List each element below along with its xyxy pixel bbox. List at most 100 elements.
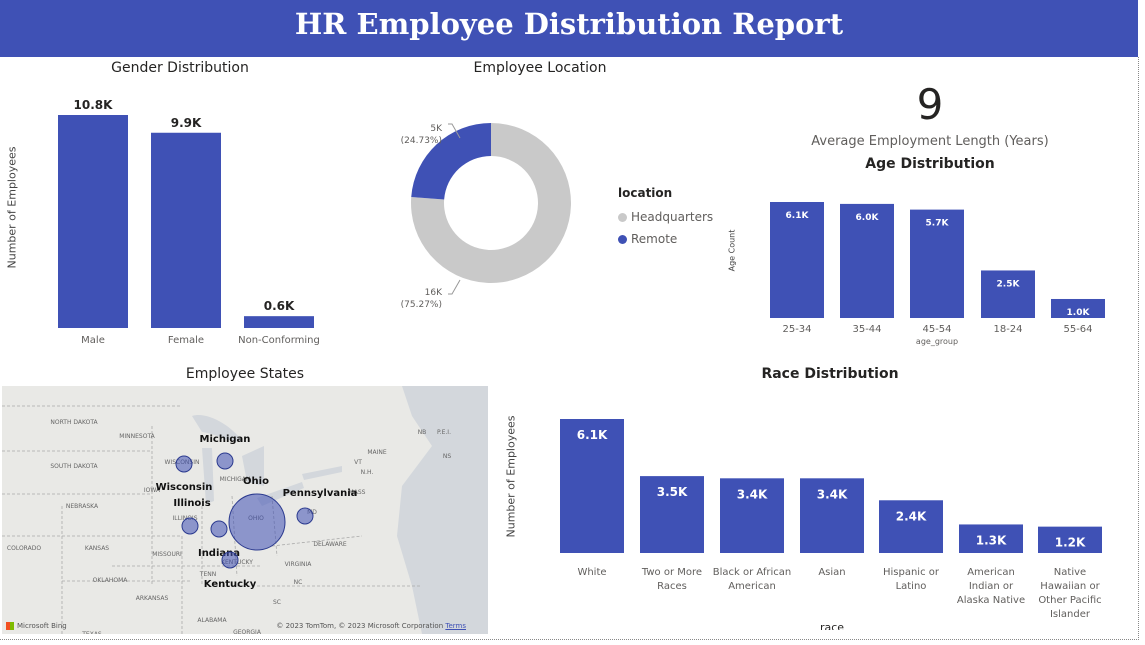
race-tick-label: White xyxy=(577,567,606,578)
state-bubble-pennsylvania[interactable] xyxy=(296,507,314,525)
state-bubble-label: Wisconsin xyxy=(156,482,213,493)
map-base-label: ARKANSAS xyxy=(136,595,169,602)
map-base-label: NS xyxy=(443,453,451,460)
state-bubble-illinois[interactable] xyxy=(181,517,199,535)
employee-states-map[interactable]: NORTH DAKOTA SOUTH DAKOTA NEBRASKA KANSAS CO… xyxy=(2,386,488,634)
lake-ontario xyxy=(302,466,342,480)
atlantic-ocean xyxy=(397,386,488,634)
state-bubble-label: Indiana xyxy=(198,548,240,559)
age-tick-label: 18-24 xyxy=(993,324,1022,335)
race-bar-black-or-african-american[interactable] xyxy=(720,478,784,553)
age-xlabel: age_group xyxy=(916,337,958,346)
age-bar-25-34[interactable] xyxy=(770,202,824,318)
map-base-label: OKLAHOMA xyxy=(93,577,129,584)
race-data-label: 1.3K xyxy=(976,533,1007,547)
race-chart: 6.1K White 3.5K Two or More Races 3.4K Black o… xyxy=(560,419,1102,630)
race-bar-native-hawaiian-or-other-pacific-islander[interactable] xyxy=(1038,526,1102,553)
age-tick-label: 35-44 xyxy=(852,324,881,335)
age-chart: 6.1K 25-34 6.0K 35-44 5.7K 45-54 2.5K 18-24 1.0K… xyxy=(770,202,1105,346)
map-base-label: IOWA xyxy=(144,487,161,494)
legend-item-headquarters[interactable]: Headquarters xyxy=(618,206,713,228)
donut-slice-remote[interactable] xyxy=(411,123,491,200)
race-bar-two-or-more-races[interactable] xyxy=(640,476,704,553)
map-base-label: ALABAMA xyxy=(197,617,227,624)
gender-bar-female[interactable] xyxy=(151,132,221,328)
age-chart-title: Age Distribution xyxy=(865,156,995,172)
state-bubble-indiana[interactable] xyxy=(210,520,228,538)
gender-bar-non-conforming[interactable] xyxy=(244,316,314,328)
map-base-label: MAINE xyxy=(367,449,387,456)
race-bar-white[interactable] xyxy=(560,419,624,553)
headquarters-percent-label: (75.27%) xyxy=(401,300,442,310)
map-base-label: MISSOURI xyxy=(152,551,182,558)
race-data-label: 3.4K xyxy=(817,487,848,501)
remote-leader-line xyxy=(448,123,461,139)
race-chart-ylabel: Number of Employees xyxy=(504,415,518,538)
race-data-label: 1.2K xyxy=(1055,536,1086,550)
state-bubble-label: Michigan xyxy=(200,434,251,445)
state-bubble-wisconsin[interactable] xyxy=(175,455,193,473)
report-banner xyxy=(0,0,1138,57)
map-base-label: COLORADO xyxy=(7,545,41,552)
age-bar-18-24[interactable] xyxy=(981,270,1035,318)
map-base-label: TEXAS xyxy=(81,631,102,634)
race-chart-title: Race Distribution xyxy=(761,366,899,382)
map-base-label: NC xyxy=(294,579,303,586)
avg-employment-length-label: Average Employment Length (Years) xyxy=(811,134,1049,149)
gender-tick-label: Female xyxy=(168,335,204,346)
microsoft-logo-icon xyxy=(6,622,14,630)
age-bar-55-64[interactable] xyxy=(1051,298,1105,318)
gender-bar-male[interactable] xyxy=(58,115,128,328)
remote-value-label: 5K xyxy=(430,124,443,134)
map-base-label: ILLINOIS xyxy=(172,515,197,522)
report-title: HR Employee Distribution Report xyxy=(294,7,844,41)
gender-data-label: 0.6K xyxy=(264,299,295,313)
race-bar-american-indian-or-alaska-native[interactable] xyxy=(959,524,1023,553)
report-canvas-frame xyxy=(0,57,1139,640)
state-bubble-ohio[interactable] xyxy=(228,493,286,551)
state-bubble-kentucky[interactable] xyxy=(221,551,239,569)
map-base-label: N.H. xyxy=(361,469,374,476)
map-base-label: NORTH DAKOTA xyxy=(50,419,98,426)
state-bubble-michigan[interactable] xyxy=(216,452,234,470)
race-bar-hispanic-or-latino[interactable] xyxy=(879,500,943,553)
map-base-label: P.E.I. xyxy=(437,429,451,436)
remote-dot-icon xyxy=(618,234,627,244)
avg-employment-length-value: 9 xyxy=(916,80,944,129)
map-canvas: NORTH DAKOTA SOUTH DAKOTA NEBRASKA KANSAS CO… xyxy=(2,386,488,634)
remote-percent-label: (24.73%) xyxy=(401,136,442,146)
race-xlabel: race xyxy=(820,621,844,630)
map-title: Employee States xyxy=(185,366,305,382)
map-copyright: © 2023 TomTom, © 2023 Microsoft Corporat… xyxy=(276,622,466,630)
map-terms-link[interactable]: Terms xyxy=(445,622,466,630)
state-bubble-label: Ohio xyxy=(243,476,269,487)
race-tick-label: Hispanic or Latino xyxy=(883,567,940,592)
gender-data-label: 9.9K xyxy=(171,116,202,130)
gender-tick-label: Non-Conforming xyxy=(238,335,320,346)
race-data-label: 3.5K xyxy=(657,485,688,499)
location-legend: location Headquarters Remote xyxy=(618,186,713,250)
age-tick-label: 55-64 xyxy=(1063,324,1092,335)
location-donut-chart: 5K (24.73%) 16K (75.27%) xyxy=(401,123,571,310)
age-tick-label: 25-34 xyxy=(782,324,811,335)
age-tick-label: 45-54 xyxy=(922,324,951,335)
age-bar-45-54[interactable] xyxy=(910,209,964,318)
race-data-label: 6.1K xyxy=(577,428,608,442)
age-data-label: 5.7K xyxy=(926,219,950,229)
map-base-label: SOUTH DAKOTA xyxy=(50,463,98,470)
gender-data-label: 10.8K xyxy=(74,98,114,112)
age-data-label: 6.0K xyxy=(856,213,880,223)
location-legend-title: location xyxy=(618,186,673,200)
legend-item-remote[interactable]: Remote xyxy=(618,228,713,250)
age-data-label: 2.5K xyxy=(997,279,1021,289)
age-bar-35-44[interactable] xyxy=(840,203,894,318)
age-data-label: 6.1K xyxy=(786,211,810,221)
donut-slice-headquarters[interactable] xyxy=(411,123,571,283)
map-base-label: NEBRASKA xyxy=(66,503,99,510)
race-bar-asian[interactable] xyxy=(800,478,864,553)
map-base-label: MASS xyxy=(349,489,366,496)
bing-attribution: Microsoft Bing xyxy=(6,622,67,630)
map-base-label: MINNESOTA xyxy=(119,433,155,440)
headquarters-dot-icon xyxy=(618,212,627,222)
legend-label-headquarters: Headquarters xyxy=(631,210,714,224)
